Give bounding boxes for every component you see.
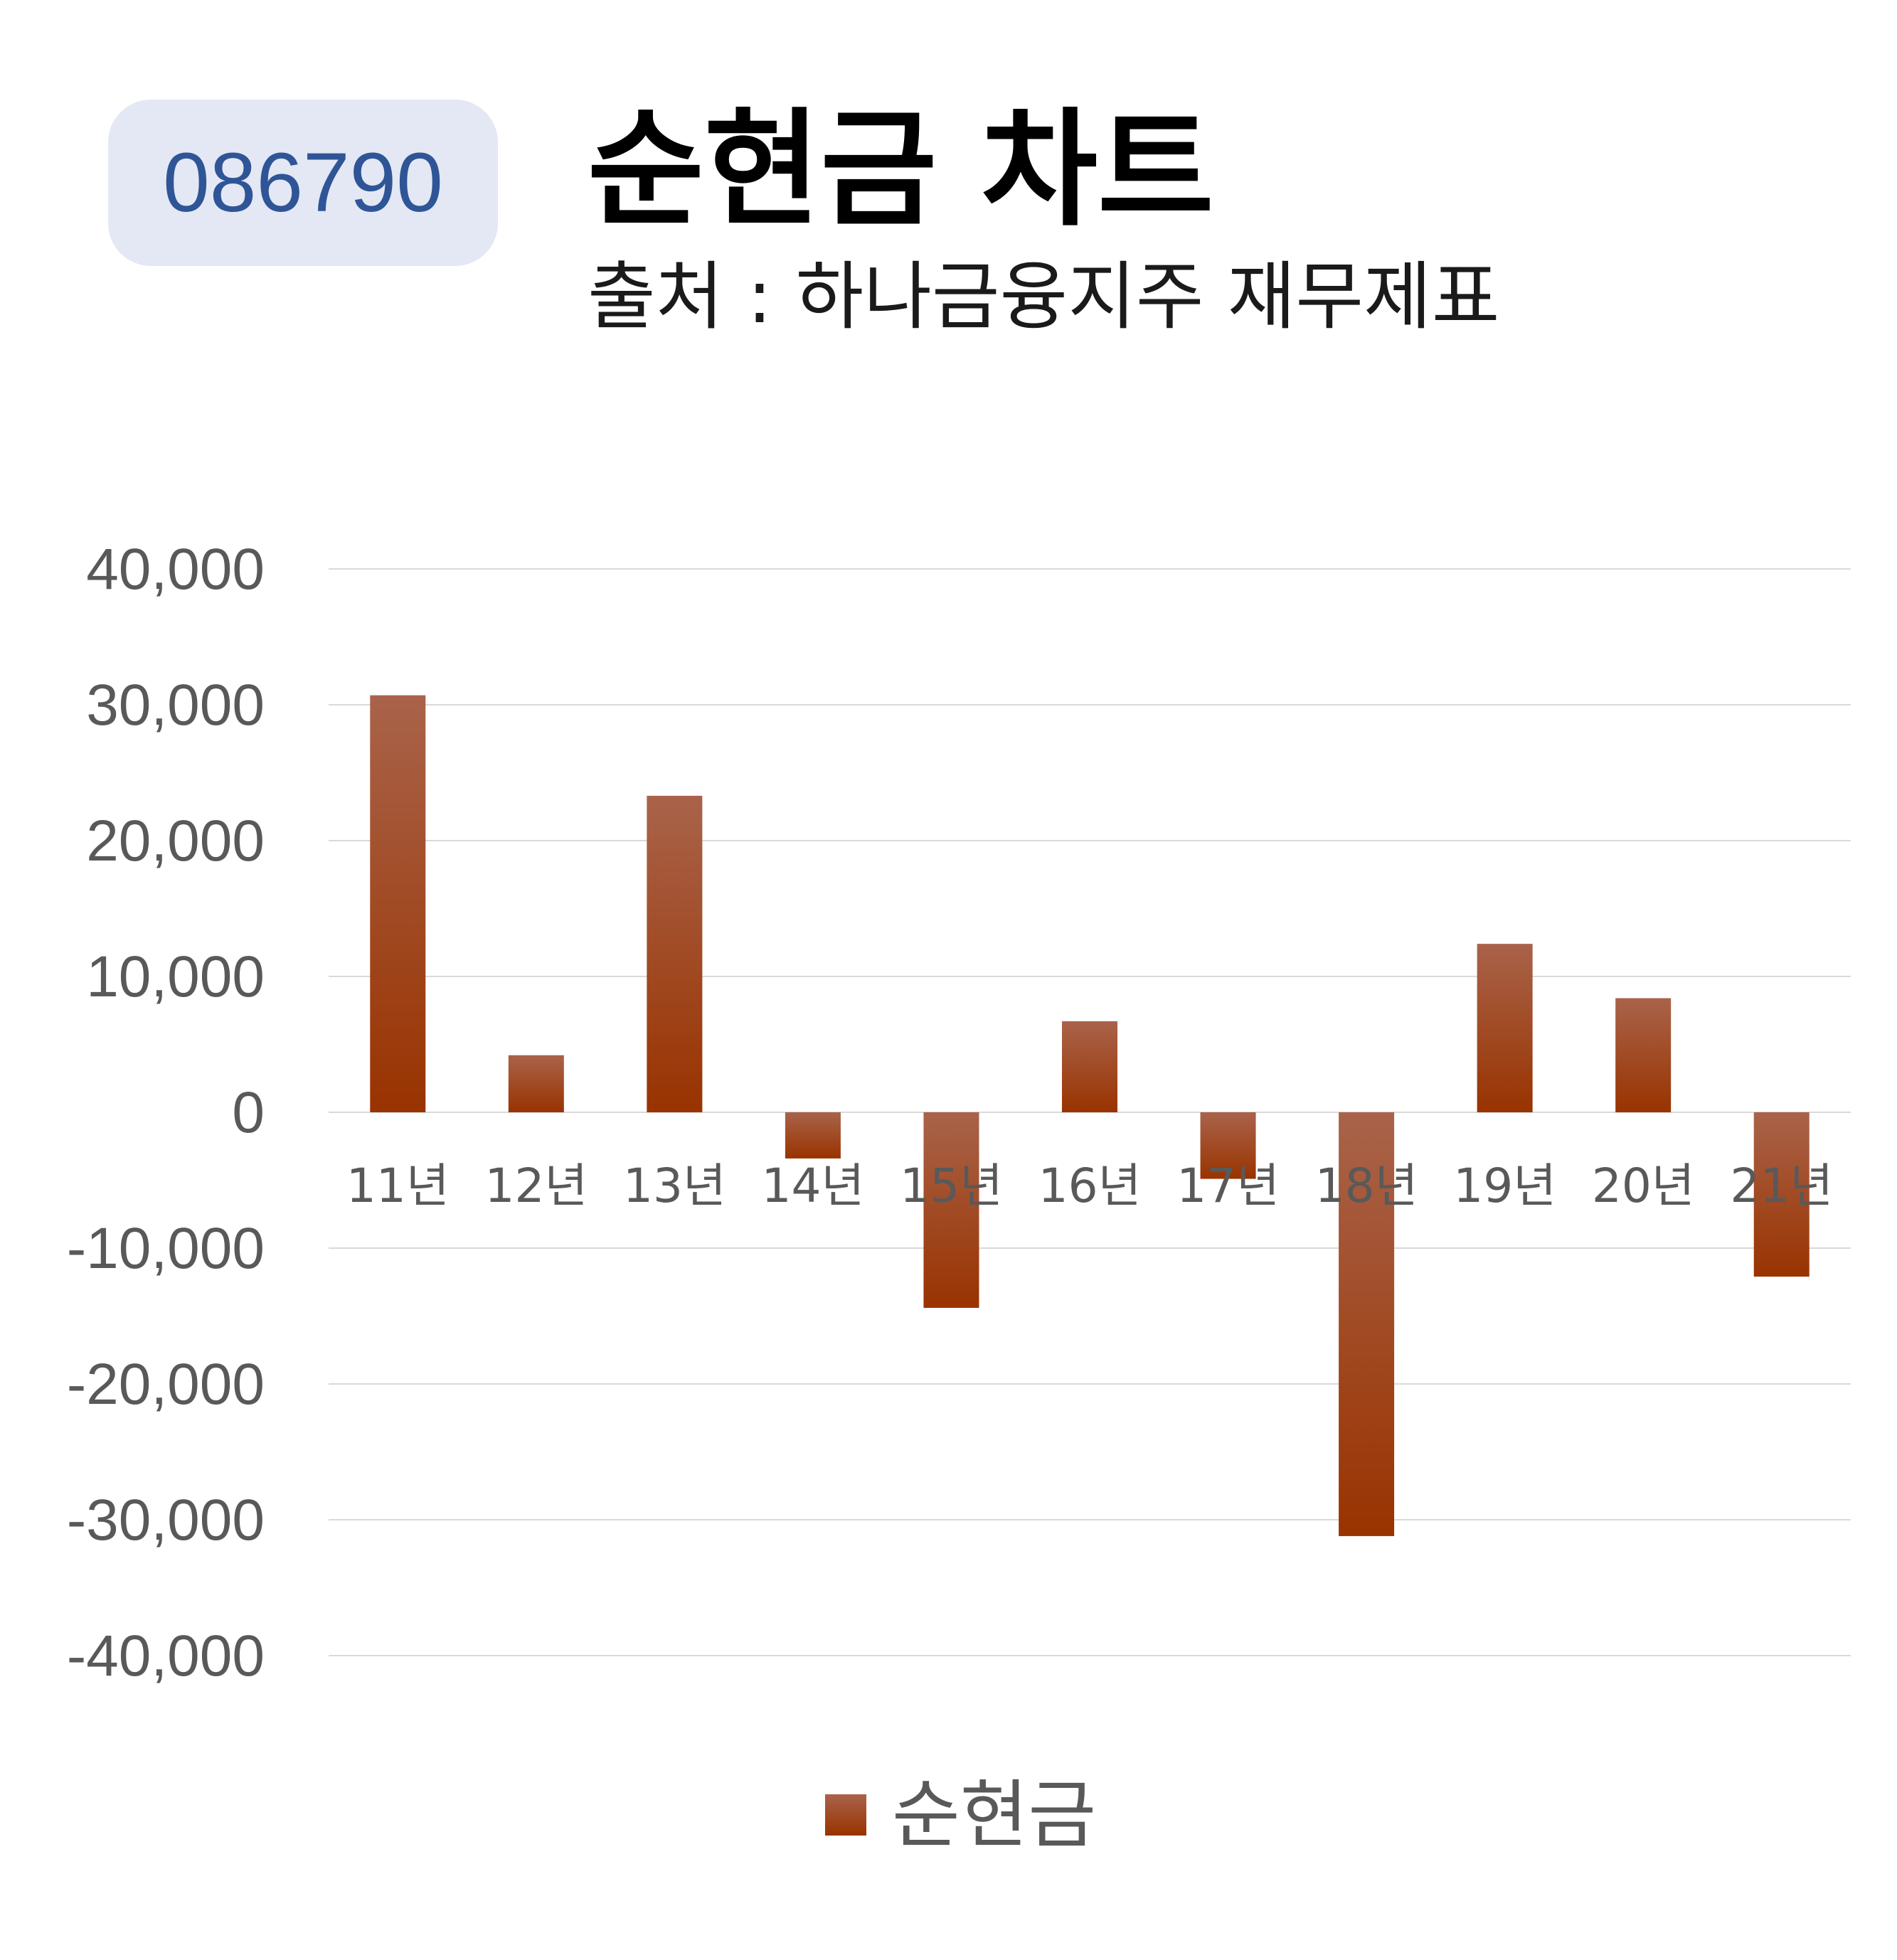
bars xyxy=(370,695,1810,1536)
x-tick-label: 17년 xyxy=(1176,1159,1280,1213)
bar xyxy=(508,1055,564,1112)
bar xyxy=(1062,1021,1117,1112)
bar xyxy=(1615,998,1672,1112)
x-tick-label: 15년 xyxy=(900,1159,1003,1213)
x-tick-label: 14년 xyxy=(762,1159,865,1213)
y-tick-label: -20,000 xyxy=(67,1352,265,1417)
stock-code: 086790 xyxy=(163,136,443,230)
y-tick-label: -10,000 xyxy=(67,1216,265,1281)
x-tick-label: 13년 xyxy=(623,1159,726,1213)
y-tick-label: -30,000 xyxy=(67,1488,265,1552)
bar xyxy=(647,795,703,1112)
x-tick-label: 21년 xyxy=(1730,1159,1833,1213)
x-tick-label: 19년 xyxy=(1453,1159,1556,1213)
bar xyxy=(923,1112,979,1309)
y-tick-label: 20,000 xyxy=(86,809,265,873)
bar xyxy=(1339,1112,1395,1536)
x-axis-ticks: 11년 12년 13년 14년 15년 16년 17년 18년 19년 20년 21년 xyxy=(346,1159,1833,1213)
legend-swatch xyxy=(825,1794,866,1836)
bar xyxy=(1200,1112,1256,1179)
x-tick-label: 12년 xyxy=(484,1159,588,1213)
y-axis-ticks: 40,000 30,000 20,000 10,000 0 -10,000 -20,000 -… xyxy=(67,537,265,1688)
legend-label: 순현금 xyxy=(892,1772,1097,1858)
x-tick-label: 18년 xyxy=(1315,1159,1418,1213)
y-tick-label: 30,000 xyxy=(86,673,265,737)
stock-code-badge: 086790 xyxy=(108,100,498,266)
y-tick-label: 10,000 xyxy=(86,944,265,1009)
x-tick-label: 11년 xyxy=(346,1159,450,1213)
chart-title: 순현금 차트 xyxy=(588,96,1214,243)
y-tick-label: 0 xyxy=(232,1080,265,1145)
bar xyxy=(370,695,426,1112)
chart-subtitle: 출처 : 하나금융지주 재무제표 xyxy=(588,253,1500,340)
bar xyxy=(785,1112,841,1159)
y-tick-label: -40,000 xyxy=(67,1624,265,1688)
bar xyxy=(1753,1112,1810,1277)
legend: 순현금 xyxy=(825,1778,1096,1852)
y-tick-label: 40,000 xyxy=(86,537,265,602)
bar xyxy=(1477,944,1533,1112)
x-tick-label: 16년 xyxy=(1038,1159,1142,1213)
x-tick-label: 20년 xyxy=(1592,1159,1695,1213)
